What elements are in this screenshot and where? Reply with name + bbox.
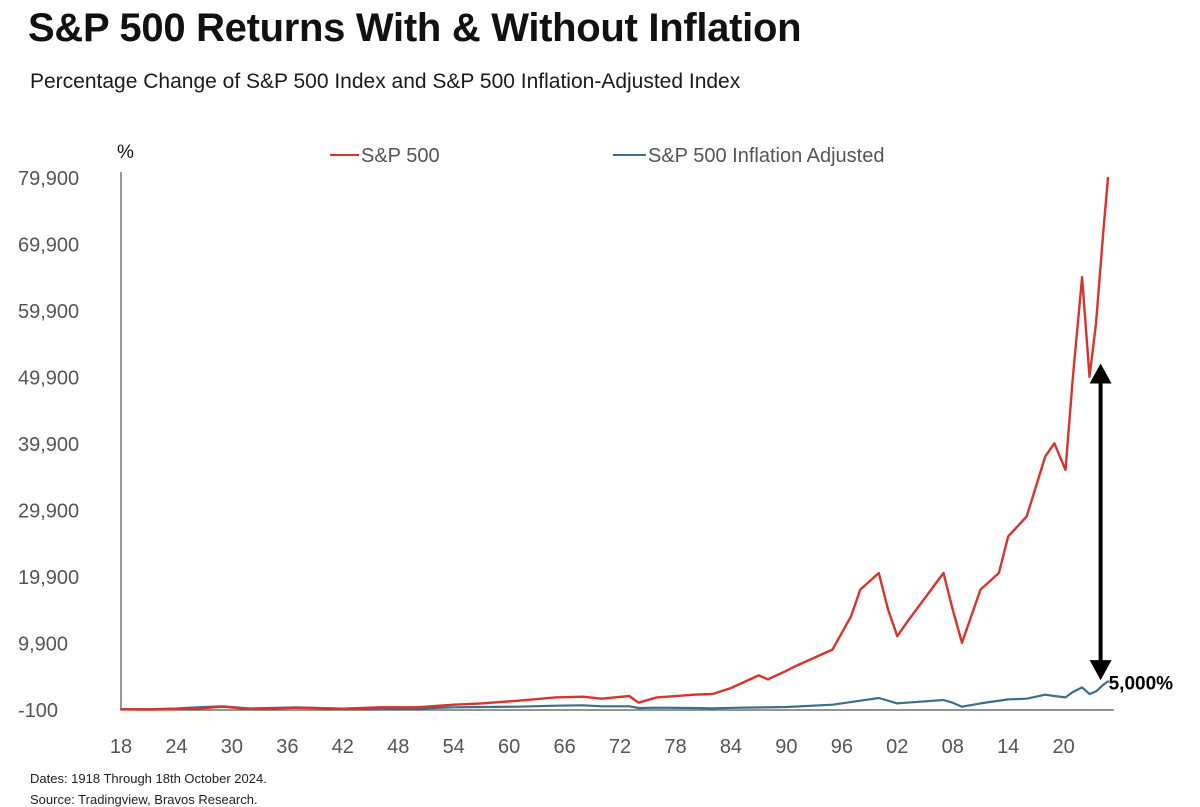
y-tick-label: 9,900 (18, 634, 68, 656)
x-tick-label: 42 (332, 736, 354, 758)
x-tick-label: 72 (609, 736, 631, 758)
chart-series (119, 176, 1110, 711)
chart-legend: S&P 500 S&P 500 Inflation Adjusted (330, 145, 884, 167)
y-tick-label: -100 (18, 700, 58, 722)
x-tick-label: 66 (553, 736, 575, 758)
y-tick-label: 19,900 (18, 567, 79, 589)
x-tick-label: 24 (165, 736, 187, 758)
legend-label: S&P 500 Inflation Adjusted (648, 145, 884, 167)
x-tick-label: 20 (1053, 736, 1075, 758)
x-tick-label: 96 (831, 736, 853, 758)
chart-subtitle: Percentage Change of S&P 500 Index and S… (30, 70, 741, 93)
y-tick-label: 79,900 (18, 168, 79, 190)
x-tick-label: 60 (498, 736, 520, 758)
legend-label: S&P 500 (361, 145, 440, 167)
annotation-arrow-head-down (1089, 660, 1112, 681)
footer-source: Source: Tradingview, Bravos Research. (30, 792, 258, 807)
y-tick-label: 29,900 (18, 501, 79, 523)
annotation-label: 5,000% (1109, 673, 1174, 694)
x-tick-label: 84 (720, 736, 742, 758)
y-tick-label: 49,900 (18, 368, 79, 390)
x-tick-label: 02 (886, 736, 908, 758)
y-tick-label: 39,900 (18, 434, 79, 456)
y-axis-label: % (117, 142, 134, 163)
x-tick-label: 54 (443, 736, 465, 758)
chart-title: S&P 500 Returns With & Without Inflation (28, 6, 802, 50)
x-tick-label: 48 (387, 736, 409, 758)
x-tick-label: 08 (942, 736, 964, 758)
y-tick-label: 69,900 (18, 235, 79, 257)
chart-axes: % -100 9,900 19,900 29,900 39,900 49,900 59,900… (18, 142, 1114, 758)
series-line-sp500 (119, 176, 1110, 711)
footer-dates: Dates: 1918 Through 18th October 2024. (30, 771, 267, 786)
x-tick-label: 18 (110, 736, 132, 758)
x-tick-label: 30 (221, 736, 243, 758)
x-tick-label: 78 (664, 736, 686, 758)
x-tick-label: 90 (775, 736, 797, 758)
annotation-arrow-head-up (1089, 363, 1112, 384)
series-line-inflation-adjusted (119, 680, 1110, 711)
y-tick-label: 59,900 (18, 301, 79, 323)
chart-annotations: 5,000% (1089, 363, 1174, 694)
x-tick-label: 14 (997, 736, 1019, 758)
x-tick-label: 36 (276, 736, 298, 758)
